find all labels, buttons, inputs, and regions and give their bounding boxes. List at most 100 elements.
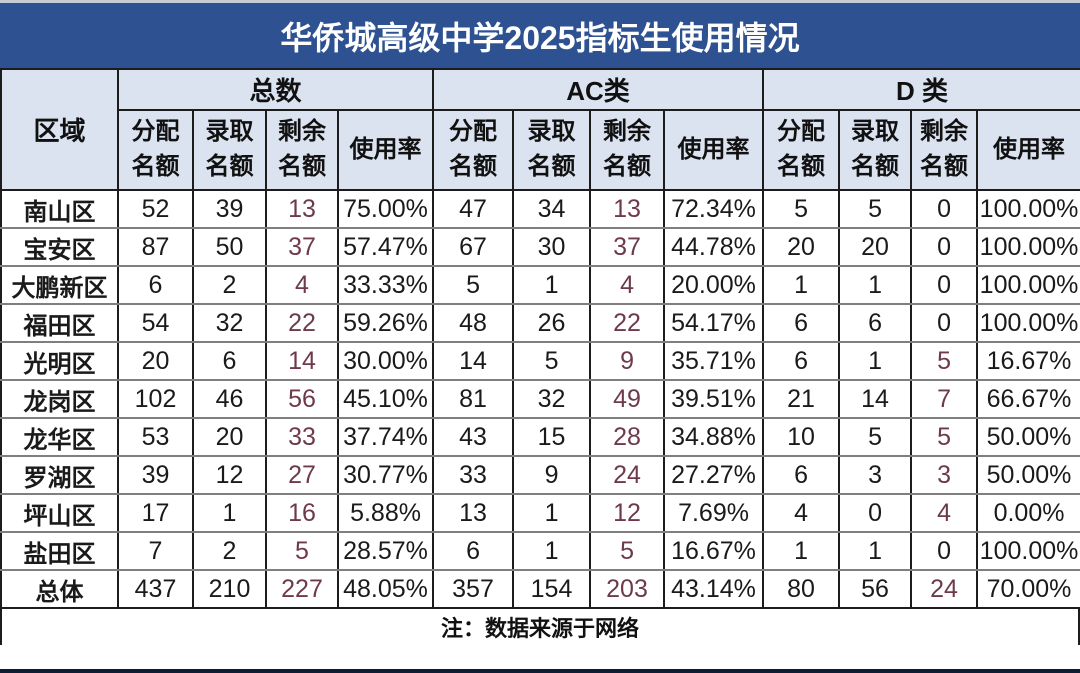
region-label: 龙岗区 xyxy=(0,379,119,419)
value-cell: 5 xyxy=(838,417,913,457)
value-cell: 20 xyxy=(762,227,841,267)
value-cell: 39 xyxy=(192,189,267,229)
source-note: 注：数据来源于网络 xyxy=(0,609,1080,645)
sub-header-row: 分配名额 录取名额 剩余名额 使用率 分配名额 录取名额 剩余名额 使用率 分配名额 录取名额 剩余… xyxy=(1,109,1080,191)
region-label: 盐田区 xyxy=(0,531,119,571)
value-cell: 24 xyxy=(589,455,666,495)
group-header-row: 区域 总数 AC类 D 类 xyxy=(0,68,1080,191)
value-cell: 20 xyxy=(117,341,194,381)
value-cell: 24 xyxy=(910,569,979,609)
value-cell: 210 xyxy=(192,569,267,609)
value-cell: 39 xyxy=(117,455,194,495)
value-cell: 7.69% xyxy=(663,493,765,533)
value-cell: 14 xyxy=(432,341,515,381)
value-cell: 5 xyxy=(589,531,666,571)
value-cell: 32 xyxy=(192,303,267,343)
value-cell: 28 xyxy=(589,417,666,457)
value-cell: 12 xyxy=(589,493,666,533)
value-cell: 4 xyxy=(910,493,979,533)
value-cell: 43 xyxy=(432,417,515,457)
value-cell: 87 xyxy=(117,227,194,267)
column-header: 录取名额 xyxy=(192,109,267,191)
value-cell: 33 xyxy=(265,417,339,457)
value-cell: 1 xyxy=(838,531,913,571)
value-cell: 13 xyxy=(589,189,666,229)
value-cell: 37 xyxy=(265,227,339,267)
region-label: 光明区 xyxy=(0,341,119,381)
region-label: 总体 xyxy=(0,569,119,609)
value-cell: 4 xyxy=(762,493,841,533)
value-cell: 16 xyxy=(265,493,339,533)
value-cell: 0 xyxy=(910,189,979,229)
region-label: 罗湖区 xyxy=(0,455,119,495)
value-cell: 3 xyxy=(910,455,979,495)
value-cell: 0.00% xyxy=(976,493,1080,533)
value-cell: 100.00% xyxy=(976,531,1080,571)
table-row: 总体 437 210 227 48.05% 357 154 203 43.14% 80 56 24 70… xyxy=(0,569,1080,609)
table-body: 南山区 52 39 13 75.00% 47 34 13 72.34% 5 5 0 100.00% 宝安区… xyxy=(0,189,1080,609)
value-cell: 2 xyxy=(192,265,267,305)
value-cell: 0 xyxy=(910,265,979,305)
column-header: 录取名额 xyxy=(838,109,913,191)
value-cell: 46 xyxy=(192,379,267,419)
group-header-ac: AC类 xyxy=(432,68,765,111)
value-cell: 50.00% xyxy=(976,455,1080,495)
value-cell: 20 xyxy=(192,417,267,457)
value-cell: 22 xyxy=(589,303,666,343)
value-cell: 5 xyxy=(265,531,339,571)
table-row: 罗湖区 39 12 27 30.77% 33 9 24 27.27% 6 3 3 50.00% xyxy=(0,455,1080,495)
value-cell: 56 xyxy=(838,569,913,609)
value-cell: 9 xyxy=(512,455,592,495)
value-cell: 6 xyxy=(762,303,841,343)
value-cell: 32 xyxy=(512,379,592,419)
table-row: 坪山区 17 1 16 5.88% 13 1 12 7.69% 4 0 4 0.00% xyxy=(0,493,1080,533)
value-cell: 4 xyxy=(589,265,666,305)
value-cell: 30.00% xyxy=(336,341,435,381)
value-cell: 27.27% xyxy=(663,455,765,495)
region-column-header: 区域 xyxy=(0,68,119,191)
column-header: 使用率 xyxy=(663,109,765,191)
value-cell: 22 xyxy=(265,303,339,343)
value-cell: 14 xyxy=(838,379,913,419)
table-row: 盐田区 7 2 5 28.57% 6 1 5 16.67% 1 1 0 100.00% xyxy=(0,531,1080,571)
table-row: 光明区 20 6 14 30.00% 14 5 9 35.71% 6 1 5 16.67% xyxy=(0,341,1080,381)
value-cell: 12 xyxy=(192,455,267,495)
column-header: 剩余名额 xyxy=(589,109,666,191)
value-cell: 0 xyxy=(838,493,913,533)
value-cell: 1 xyxy=(762,531,841,571)
value-cell: 9 xyxy=(589,341,666,381)
value-cell: 5 xyxy=(910,417,979,457)
value-cell: 35.71% xyxy=(663,341,765,381)
group-header-total: 总数 xyxy=(116,68,435,111)
table-row: 宝安区 87 50 37 57.47% 67 30 37 44.78% 20 20 0 100.00% xyxy=(0,227,1080,267)
value-cell: 66.67% xyxy=(976,379,1080,419)
value-cell: 26 xyxy=(512,303,592,343)
value-cell: 47 xyxy=(432,189,515,229)
value-cell: 43.14% xyxy=(663,569,765,609)
value-cell: 59.26% xyxy=(336,303,435,343)
value-cell: 54 xyxy=(117,303,194,343)
value-cell: 227 xyxy=(265,569,339,609)
value-cell: 4 xyxy=(265,265,339,305)
value-cell: 30.77% xyxy=(336,455,435,495)
value-cell: 1 xyxy=(762,265,841,305)
value-cell: 16.67% xyxy=(976,341,1080,381)
table-row: 龙岗区 102 46 56 45.10% 81 32 49 39.51% 21 14 7 66.67% xyxy=(0,379,1080,419)
table-row: 南山区 52 39 13 75.00% 47 34 13 72.34% 5 5 0 100.00% xyxy=(0,189,1080,229)
value-cell: 57.47% xyxy=(336,227,435,267)
column-header: 录取名额 xyxy=(512,109,592,191)
column-header: 分配名额 xyxy=(762,109,841,191)
value-cell: 20.00% xyxy=(663,265,765,305)
value-cell: 21 xyxy=(762,379,841,419)
value-cell: 70.00% xyxy=(976,569,1080,609)
value-cell: 100.00% xyxy=(976,303,1080,343)
value-cell: 80 xyxy=(762,569,841,609)
value-cell: 30 xyxy=(512,227,592,267)
value-cell: 5 xyxy=(838,189,913,229)
value-cell: 357 xyxy=(432,569,515,609)
value-cell: 39.51% xyxy=(663,379,765,419)
column-header: 分配名额 xyxy=(117,109,194,191)
value-cell: 5.88% xyxy=(336,493,435,533)
column-header: 剩余名额 xyxy=(265,109,339,191)
